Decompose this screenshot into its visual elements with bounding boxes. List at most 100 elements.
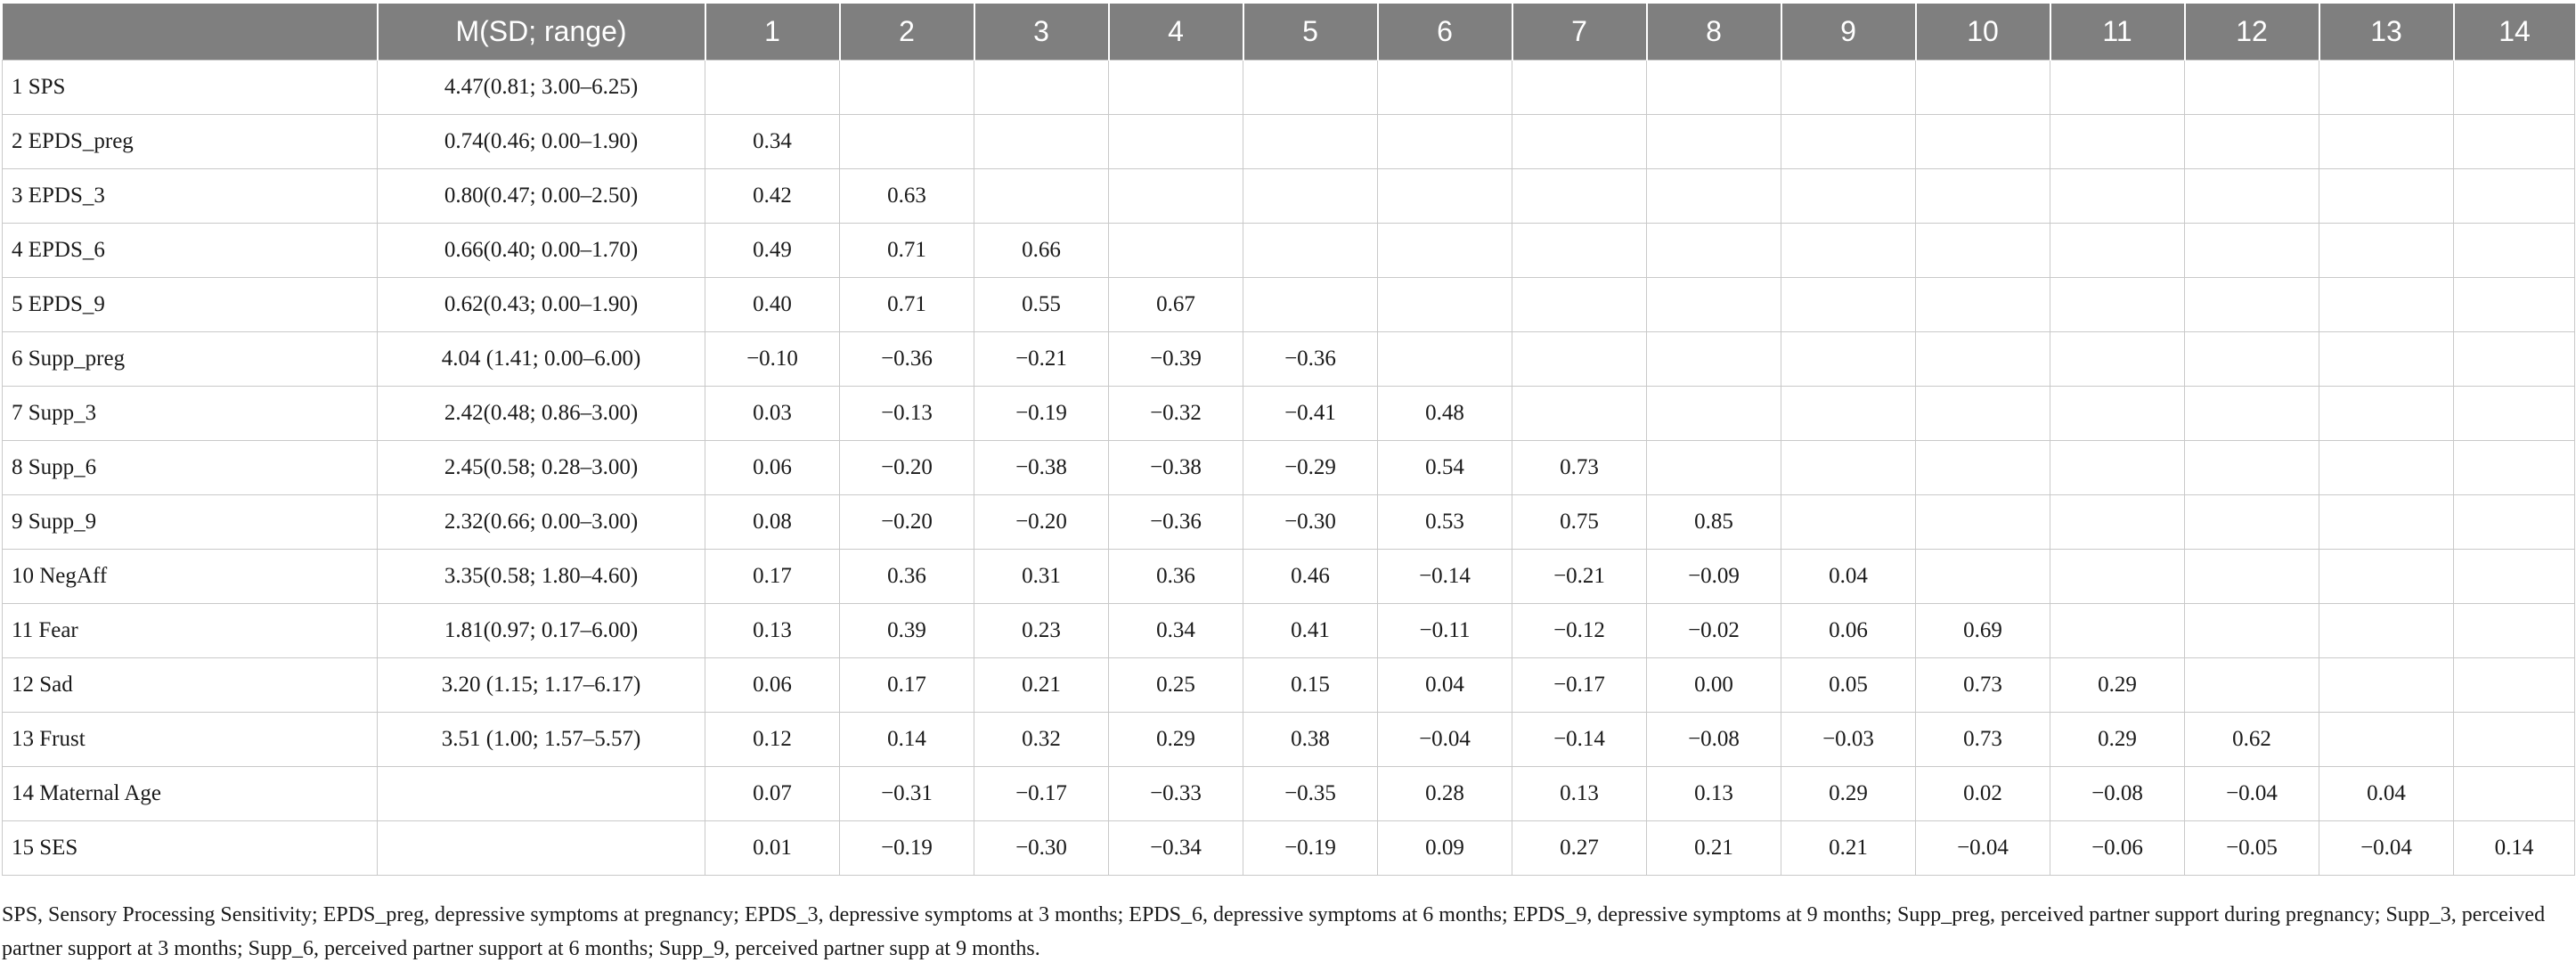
- correlation-cell: [1243, 277, 1378, 332]
- table-row: 10 NegAff 3.35(0.58; 1.80–4.60) 0.17 0.36 0.…: [2, 549, 2575, 604]
- correlation-cell: [2453, 440, 2575, 495]
- correlation-cell: [2184, 386, 2319, 441]
- correlation-cell: −0.21: [974, 331, 1109, 387]
- correlation-cell: [1646, 168, 1781, 224]
- correlation-cell: 0.00: [1646, 657, 1781, 713]
- correlation-cell: 0.13: [1646, 766, 1781, 821]
- variable-name: 13 Frust: [2, 712, 378, 767]
- variable-name: 3 EPDS_3: [2, 168, 378, 224]
- correlation-cell: 0.71: [839, 223, 974, 278]
- correlation-cell: [2453, 494, 2575, 550]
- correlation-cell: [2453, 712, 2575, 767]
- correlation-cell: 0.28: [1377, 766, 1512, 821]
- variable-name: 12 Sad: [2, 657, 378, 713]
- correlation-cell: 0.48: [1377, 386, 1512, 441]
- correlation-cell: 0.02: [1915, 766, 2050, 821]
- correlation-cell: 0.15: [1243, 657, 1378, 713]
- correlation-cell: 0.39: [839, 603, 974, 658]
- correlation-cell: [1377, 60, 1512, 115]
- descriptive-stats: [377, 766, 705, 821]
- correlation-cell: 0.73: [1512, 440, 1647, 495]
- descriptive-stats: 1.81(0.97; 0.17–6.00): [377, 603, 705, 658]
- correlation-cell: 0.71: [839, 277, 974, 332]
- correlation-cell: −0.14: [1377, 549, 1512, 604]
- correlation-cell: [2453, 766, 2575, 821]
- correlation-cell: [2050, 440, 2185, 495]
- descriptive-stats: 0.80(0.47; 0.00–2.50): [377, 168, 705, 224]
- correlation-cell: 0.75: [1512, 494, 1647, 550]
- table-row: 1 SPS 4.47(0.81; 3.00–6.25): [2, 60, 2575, 115]
- correlation-cell: 0.54: [1377, 440, 1512, 495]
- correlation-table: M(SD; range) 1 2 3 4 5 6 7 8 9 10 11 12 13 14 1 SPS 4.4…: [2, 4, 2575, 876]
- correlation-cell: [1646, 331, 1781, 387]
- correlation-cell: [2184, 549, 2319, 604]
- correlation-cell: [1512, 386, 1647, 441]
- correlation-cell: [1243, 168, 1378, 224]
- correlation-cell: −0.20: [839, 494, 974, 550]
- correlation-cell: [705, 60, 840, 115]
- correlation-cell: [1915, 440, 2050, 495]
- correlation-cell: 0.73: [1915, 657, 2050, 713]
- header-descriptives: M(SD; range): [376, 4, 705, 61]
- correlation-cell: [1512, 277, 1647, 332]
- correlation-cell: 0.31: [974, 549, 1109, 604]
- table-row: 5 EPDS_9 0.62(0.43; 0.00–1.90) 0.40 0.71 0.5…: [2, 277, 2575, 332]
- correlation-cell: 0.07: [705, 766, 840, 821]
- correlation-cell: −0.30: [974, 820, 1109, 876]
- correlation-cell: [1646, 60, 1781, 115]
- correlation-cell: [1646, 440, 1781, 495]
- correlation-cell: 0.01: [705, 820, 840, 876]
- correlation-cell: 0.04: [1781, 549, 1916, 604]
- correlation-cell: 0.21: [974, 657, 1109, 713]
- correlation-cell: −0.04: [2184, 766, 2319, 821]
- correlation-cell: 0.66: [974, 223, 1109, 278]
- header-col-6: 6: [1376, 4, 1512, 61]
- correlation-cell: [1915, 494, 2050, 550]
- variable-name: 14 Maternal Age: [2, 766, 378, 821]
- correlation-cell: −0.29: [1243, 440, 1378, 495]
- table-row: 15 SES 0.01 −0.19 −0.30 −0.34 −0.19 0.09 0.27 0.…: [2, 820, 2575, 876]
- correlation-cell: [1781, 494, 1916, 550]
- correlation-cell: [2050, 331, 2185, 387]
- correlation-cell: [2319, 223, 2454, 278]
- correlation-cell: [2050, 114, 2185, 169]
- header-col-3: 3: [973, 4, 1109, 61]
- correlation-cell: 0.67: [1108, 277, 1243, 332]
- correlation-cell: [1646, 386, 1781, 441]
- correlation-cell: [2050, 603, 2185, 658]
- correlation-cell: 0.34: [705, 114, 840, 169]
- correlation-cell: −0.19: [1243, 820, 1378, 876]
- correlation-cell: −0.09: [1646, 549, 1781, 604]
- correlation-cell: [2050, 494, 2185, 550]
- correlation-cell: −0.30: [1243, 494, 1378, 550]
- correlation-cell: [1377, 277, 1512, 332]
- correlation-cell: −0.21: [1512, 549, 1647, 604]
- correlation-cell: −0.20: [839, 440, 974, 495]
- correlation-cell: −0.12: [1512, 603, 1647, 658]
- table-row: 14 Maternal Age 0.07 −0.31 −0.17 −0.33 −0.35 0…: [2, 766, 2575, 821]
- correlation-table-container: M(SD; range) 1 2 3 4 5 6 7 8 9 10 11 12 13 14 1 SPS 4.4…: [2, 4, 2575, 876]
- correlation-cell: 0.25: [1108, 657, 1243, 713]
- table-row: 7 Supp_3 2.42(0.48; 0.86–3.00) 0.03 −0.13 −0…: [2, 386, 2575, 441]
- correlation-cell: 0.06: [1781, 603, 1916, 658]
- correlation-cell: 0.06: [705, 657, 840, 713]
- correlation-cell: [2319, 440, 2454, 495]
- correlation-cell: [1915, 223, 2050, 278]
- correlation-cell: −0.41: [1243, 386, 1378, 441]
- correlation-cell: 0.13: [705, 603, 840, 658]
- correlation-cell: −0.02: [1646, 603, 1781, 658]
- correlation-cell: [1915, 168, 2050, 224]
- header-col-14: 14: [2452, 4, 2575, 61]
- correlation-cell: 0.40: [705, 277, 840, 332]
- correlation-cell: [1915, 60, 2050, 115]
- correlation-cell: [1377, 168, 1512, 224]
- correlation-cell: −0.11: [1377, 603, 1512, 658]
- table-row: 4 EPDS_6 0.66(0.40; 0.00–1.70) 0.49 0.71 0.6…: [2, 223, 2575, 278]
- correlation-cell: [2319, 386, 2454, 441]
- correlation-cell: [2184, 494, 2319, 550]
- variable-name: 1 SPS: [2, 60, 378, 115]
- correlation-cell: [1781, 60, 1916, 115]
- correlation-cell: 0.73: [1915, 712, 2050, 767]
- descriptive-stats: 2.32(0.66; 0.00–3.00): [377, 494, 705, 550]
- correlation-cell: 0.36: [839, 549, 974, 604]
